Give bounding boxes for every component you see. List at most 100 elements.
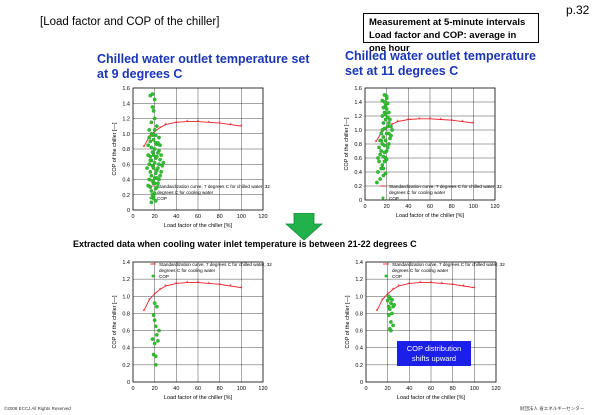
curve-point: *: [159, 288, 162, 294]
callout-line-2: shifts upward: [411, 354, 457, 363]
y-tick-label: 1.4: [354, 100, 362, 106]
legend-curve-marker: *: [382, 184, 384, 189]
curve-point: *: [440, 118, 443, 124]
curve-point: *: [175, 282, 178, 288]
curve-point: *: [450, 119, 453, 125]
curve-point: *: [451, 283, 454, 289]
chart-heading-9c-line-1: Chilled water outlet temperature set: [97, 52, 310, 66]
chart-9c-extracted: 0 20 40 60 80 100 120 0 0.2 0.4 0.6 0.8 1.0 1.2 1.4 Loa…: [112, 260, 272, 401]
cop-point: [151, 196, 156, 201]
y-axis-label: COP of the chiller [—]: [345, 295, 351, 349]
cop-point: [152, 181, 157, 186]
cop-point: [380, 114, 385, 118]
cop-point: [148, 158, 153, 163]
cop-point: [153, 363, 158, 367]
y-tick-label: 0.2: [122, 363, 130, 369]
cop-point: [152, 318, 157, 323]
organization-name: 財団法人 省エネルギーセンター: [520, 406, 585, 411]
cop-point: [389, 328, 393, 333]
y-tick-label: 0.8: [354, 142, 362, 148]
x-axis-label: Load factor of the chiller [%]: [164, 395, 233, 401]
cop-point: [147, 177, 152, 182]
cop-point: [148, 139, 153, 144]
curve-point: *: [229, 285, 232, 291]
cop-point: [376, 170, 380, 174]
cop-point: [386, 110, 391, 115]
cop-point: [390, 128, 394, 132]
legend-cop-label: COP: [157, 196, 167, 201]
y-tick-label: 1.0: [122, 132, 130, 138]
curve-point: *: [197, 281, 200, 287]
legend-curve-label: Standardization curve, 7 degrees C for c…: [157, 184, 270, 189]
curve-point: *: [240, 286, 243, 292]
legend-curve-label: Standardization curve, 7 degrees C for c…: [392, 262, 505, 267]
y-tick-label: 1.2: [122, 277, 130, 283]
legend-cop-marker: [381, 196, 385, 200]
curve-point: *: [218, 122, 221, 128]
y-tick-label: 0: [359, 198, 362, 204]
x-tick-label: 40: [406, 386, 412, 392]
cop-point: [151, 153, 156, 157]
cop-point: [152, 147, 157, 151]
chart-11c-all-data: 0 20 40 60 80 100 120 0 0.2 0.4 0.6 0.8 1.0 1.2 1.4 1.6…: [344, 86, 502, 219]
cop-point: [391, 323, 395, 328]
curve-point: *: [376, 309, 379, 315]
cop-point: [383, 112, 388, 117]
x-tick-label: 120: [258, 214, 267, 220]
curve-point: *: [396, 120, 399, 126]
y-tick-label: 1.6: [354, 86, 362, 92]
legend-cop-label: COP: [159, 274, 169, 279]
x-tick-label: 100: [470, 386, 479, 392]
cop-point: [157, 148, 161, 153]
curve-point: *: [164, 285, 167, 291]
cop-point: [149, 200, 154, 205]
cop-point: [383, 138, 388, 143]
cop-point: [382, 143, 387, 148]
curve-point: *: [381, 298, 384, 304]
cop-point: [152, 341, 157, 346]
x-tick-label: 100: [237, 214, 246, 220]
cop-point: [148, 154, 153, 159]
cop-point: [153, 354, 158, 359]
cop-point: [154, 124, 159, 128]
cop-point: [146, 143, 151, 148]
cop-point: [385, 145, 390, 150]
curve-point: *: [473, 286, 476, 292]
x-tick-label: 0: [363, 204, 366, 210]
cop-point: [158, 157, 162, 162]
curve-point: *: [175, 121, 178, 127]
cop-point: [156, 141, 160, 145]
cop-point: [154, 154, 159, 159]
x-tick-label: 80: [217, 386, 223, 392]
cop-point: [390, 311, 394, 316]
chart-heading-11c-line-1: Chilled water outlet temperature: [345, 49, 537, 63]
y-axis-label: COP of the chiller [—]: [344, 117, 350, 171]
chart-heading-9c: Chilled water outlet temperature set at …: [97, 52, 310, 82]
legend-curve-label: Standardization curve, 7 degrees C for c…: [389, 184, 502, 189]
cop-point: [392, 303, 397, 307]
cop-point: [153, 171, 158, 176]
legend-curve-label-2: degrees C for cooling water: [159, 268, 216, 273]
x-tick-label: 120: [258, 386, 267, 392]
y-tick-label: 0.6: [355, 329, 363, 335]
cop-point: [157, 162, 161, 167]
x-tick-label: 100: [469, 204, 478, 210]
cop-point: [152, 97, 157, 102]
x-axis-label: Load factor of the chiller [%]: [164, 223, 233, 229]
legend-cop-label: COP: [392, 274, 402, 279]
y-tick-label: 1.4: [122, 260, 130, 266]
curve-point: *: [397, 285, 400, 291]
cop-point: [154, 176, 159, 180]
curve-point: *: [408, 282, 411, 288]
x-tick-label: 60: [195, 214, 201, 220]
cop-point: [152, 191, 157, 196]
y-axis-label: COP of the chiller [—]: [112, 295, 118, 349]
standardization-curve-line: [143, 282, 242, 312]
cop-point: [149, 145, 154, 150]
y-tick-label: 0.6: [122, 162, 130, 168]
cop-point: [147, 135, 152, 140]
y-axis-label: COP of the chiller [—]: [112, 122, 118, 176]
curve-point: *: [461, 120, 464, 126]
cop-point: [161, 160, 166, 165]
